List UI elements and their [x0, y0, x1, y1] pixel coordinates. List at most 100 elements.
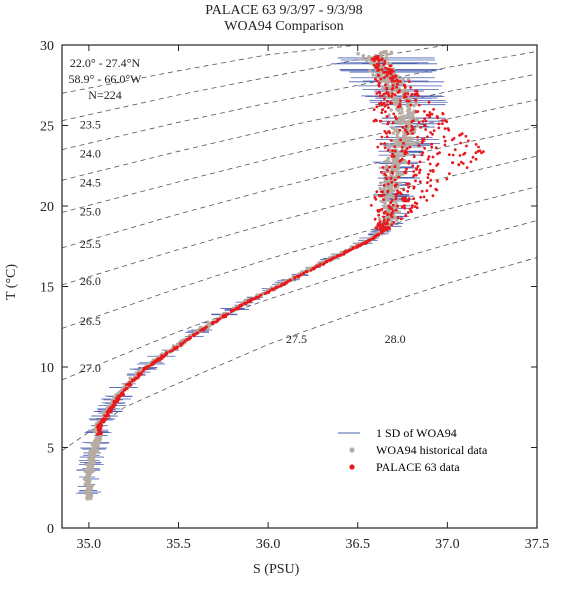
palace-point [378, 194, 382, 198]
palace-point [408, 182, 411, 186]
palace-point [412, 174, 415, 178]
palace-point [378, 91, 382, 95]
palace-point [394, 208, 398, 212]
palace-point [168, 350, 172, 353]
palace-point [390, 180, 394, 184]
palace-point [390, 199, 394, 202]
historical-point [409, 142, 414, 146]
historical-points [83, 49, 420, 501]
y-tick-label: 5 [47, 442, 54, 457]
palace-point [382, 76, 386, 79]
historical-point [383, 201, 387, 206]
historical-point [398, 181, 402, 185]
y-axis-title: T (°C) [4, 263, 19, 300]
historical-point [404, 137, 408, 142]
palace-point [430, 112, 434, 116]
palace-point [423, 117, 426, 120]
historical-point [361, 56, 365, 61]
historical-point [89, 451, 93, 455]
palace-point [443, 143, 447, 147]
palace-point [388, 76, 392, 80]
palace-point [104, 414, 108, 418]
palace-point [382, 70, 386, 74]
palace-point [434, 187, 438, 191]
palace-point [428, 115, 432, 119]
palace-point [431, 170, 435, 173]
palace-point [412, 119, 415, 123]
historical-point [389, 108, 394, 112]
palace-point [393, 149, 397, 153]
isopycnal-lines [62, 45, 537, 452]
palace-point [410, 206, 414, 209]
palace-point [404, 124, 408, 128]
palace-point [448, 172, 451, 176]
historical-point [382, 78, 387, 83]
palace-points [96, 54, 485, 436]
palace-point [383, 62, 386, 66]
palace-point [384, 66, 388, 70]
palace-point [390, 155, 394, 158]
palace-point [405, 167, 408, 171]
palace-point [244, 301, 247, 305]
historical-point [415, 118, 420, 122]
palace-point [412, 170, 416, 173]
palace-point [385, 103, 389, 107]
isopycnal-label-25.0: 25.0 [80, 205, 101, 219]
historical-point [84, 489, 88, 493]
palace-point [386, 212, 390, 216]
palace-point [442, 135, 446, 139]
historical-point [85, 481, 90, 486]
palace-point [259, 293, 263, 297]
palace-point [389, 213, 393, 217]
palace-point [113, 402, 117, 406]
palace-point [411, 126, 414, 129]
historical-point [361, 54, 366, 58]
palace-point [391, 121, 395, 125]
palace-point [420, 153, 424, 157]
palace-point [412, 155, 416, 159]
isopycnal-label-27.5: 27.5 [286, 332, 307, 346]
historical-point [397, 154, 401, 158]
palace-point [447, 128, 451, 132]
palace-point [477, 145, 480, 149]
palace-point [436, 162, 440, 166]
palace-point [380, 94, 384, 98]
palace-point [381, 108, 384, 112]
palace-point [374, 197, 378, 201]
palace-point [414, 173, 418, 177]
palace-point [429, 131, 432, 134]
palace-point [386, 168, 389, 172]
palace-point [482, 150, 485, 154]
palace-point [380, 231, 384, 234]
historical-point [395, 133, 400, 137]
palace-point [388, 206, 392, 210]
legend: 1 SD of WOA94 WOA94 historical data PALA… [338, 426, 488, 474]
palace-point [383, 146, 387, 150]
historical-point [88, 494, 92, 499]
palace-point [392, 112, 396, 116]
palace-point [384, 83, 387, 87]
palace-point [369, 204, 373, 207]
legend-historical-swatch [349, 447, 355, 453]
palace-point [375, 92, 379, 95]
isopycnal-label-26.0: 26.0 [80, 274, 101, 288]
palace-point [385, 177, 389, 181]
palace-point [437, 122, 441, 126]
historical-point [402, 114, 406, 119]
palace-point [375, 190, 379, 194]
historical-point [87, 479, 92, 483]
palace-point [386, 190, 390, 194]
palace-point [404, 214, 407, 218]
palace-point [99, 430, 103, 434]
palace-point [274, 285, 278, 289]
palace-point [385, 74, 389, 77]
historical-point [403, 120, 408, 125]
palace-point [293, 276, 296, 280]
palace-point [392, 155, 396, 158]
palace-point [382, 101, 386, 105]
palace-point [423, 147, 427, 150]
palace-point [382, 198, 385, 201]
palace-point [428, 111, 432, 114]
palace-point [383, 142, 387, 145]
